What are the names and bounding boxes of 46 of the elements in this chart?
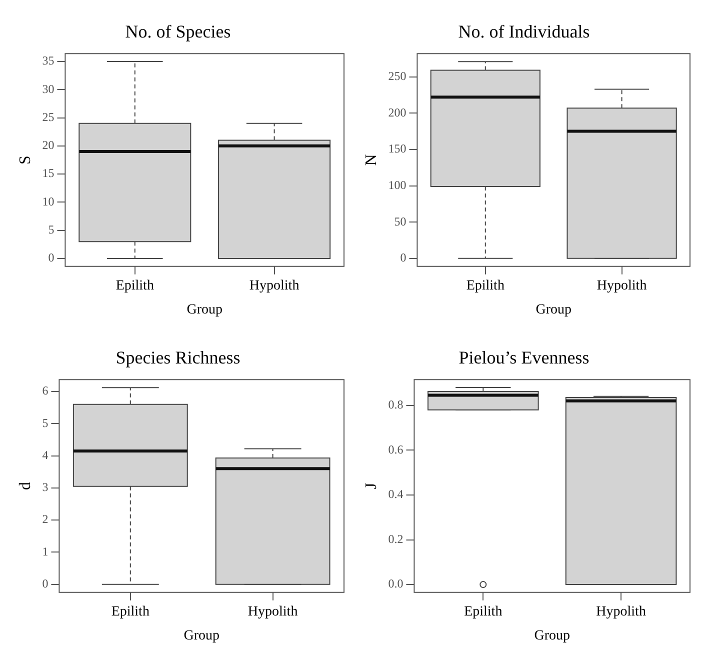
y-tick-label: 2 (42, 512, 48, 526)
x-tick-label: Hypolith (596, 604, 646, 620)
y-tick-label: 4 (42, 448, 48, 462)
x-tick-label: Epilith (466, 278, 504, 294)
x-axis-title: Group (536, 302, 572, 318)
y-tick-label: 0 (42, 576, 48, 591)
x-axis-title: Group (184, 628, 220, 644)
y-tick-label: 0.8 (388, 398, 404, 412)
y-tick-label: 50 (394, 214, 406, 228)
x-tick-label: Epilith (464, 604, 502, 620)
y-axis-title: d (16, 482, 34, 490)
x-tick-label: Hypolith (596, 278, 647, 294)
y-tick-label: 0.0 (388, 576, 404, 591)
y-tick-label: 0.4 (388, 487, 404, 502)
x-tick-label: Hypolith (249, 278, 300, 294)
y-tick-label: 6 (42, 384, 48, 398)
y-axis-title: S (16, 156, 34, 164)
y-tick-label: 100 (388, 178, 406, 192)
chart-title: Species Richness (116, 348, 240, 368)
y-tick-label: 150 (388, 142, 406, 156)
y-tick-label: 10 (42, 194, 54, 208)
y-tick-label: 30 (42, 82, 54, 96)
x-tick-label: Epilith (111, 604, 150, 620)
y-tick-label: 5 (48, 222, 54, 237)
y-tick-label: 0.6 (388, 442, 404, 456)
y-tick-label: 25 (42, 110, 54, 124)
x-tick-label: Hypolith (248, 604, 298, 620)
x-tick-label: Epilith (116, 278, 154, 294)
y-tick-label: 20 (42, 138, 54, 152)
y-tick-label: 200 (388, 105, 406, 120)
y-tick-label: 5 (42, 416, 48, 430)
x-axis-title: Group (534, 628, 570, 644)
y-tick-label: 15 (42, 166, 54, 180)
y-tick-label: 250 (388, 68, 406, 83)
y-axis-title: J (362, 482, 380, 490)
chart-title: No. of Species (125, 22, 231, 42)
y-tick-label: 0.2 (388, 532, 404, 546)
y-tick-label: 0 (48, 250, 54, 265)
chart-title: Pielou’s Evenness (458, 348, 590, 368)
y-axis-title: N (362, 154, 380, 166)
x-axis-title: Group (186, 302, 222, 318)
y-tick-label: 1 (42, 544, 48, 558)
y-tick-label: 0 (400, 250, 406, 265)
chart-title: No. of Individuals (458, 22, 590, 42)
y-tick-label: 35 (42, 54, 54, 68)
y-tick-label: 3 (42, 480, 48, 494)
